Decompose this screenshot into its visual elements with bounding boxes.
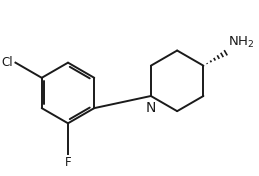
Text: NH$_2$: NH$_2$	[228, 35, 255, 50]
Text: Cl: Cl	[2, 56, 13, 69]
Text: F: F	[65, 156, 71, 169]
Text: N: N	[146, 101, 156, 115]
